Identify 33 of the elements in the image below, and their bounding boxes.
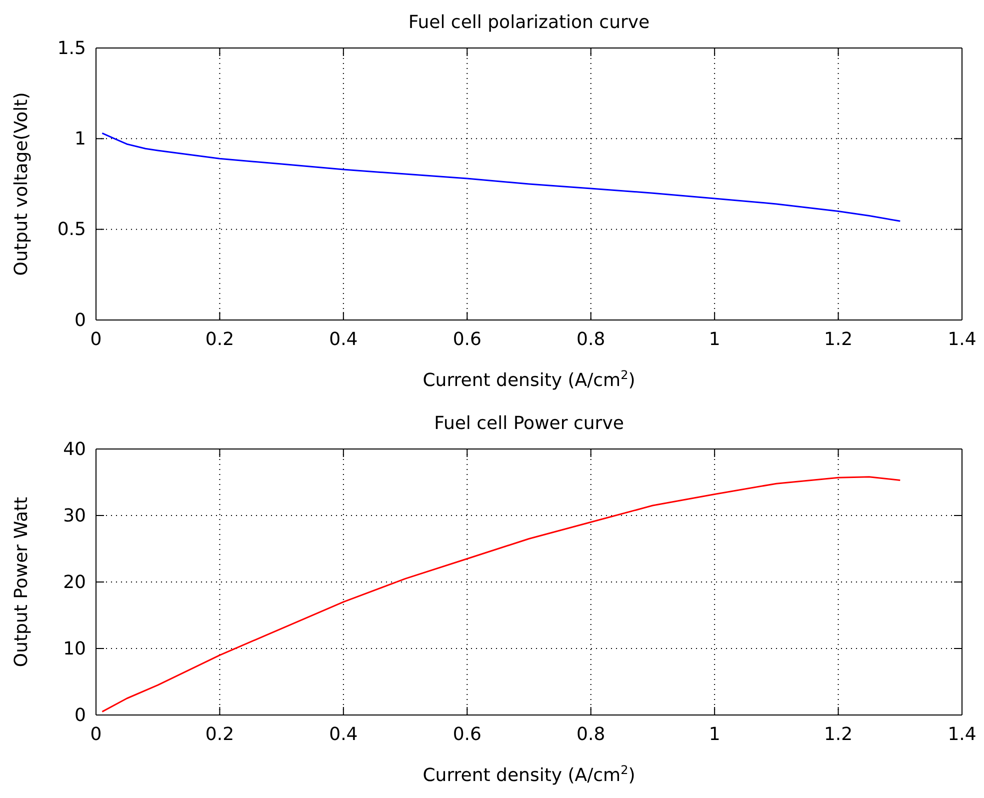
x-tick-label: 0.4	[329, 328, 358, 350]
x-tick-label: 1.2	[824, 328, 853, 350]
chart-title: Fuel cell polarization curve	[408, 12, 650, 33]
y-axis-title: Output Power Watt	[11, 496, 32, 668]
y-tick-label: 0	[74, 704, 86, 726]
y-tick-label: 0	[74, 310, 86, 331]
x-tick-label: 1.4	[948, 328, 976, 350]
y-tick-label: 0.5	[57, 219, 86, 240]
chart-title: Fuel cell Power curve	[434, 413, 624, 434]
x-tick-label: 0.8	[576, 328, 606, 350]
y-tick-label: 40	[63, 438, 86, 460]
x-axis-title: Current density (A/cm$^{2}$)	[422, 368, 636, 391]
x-tick-label: 0.8	[576, 724, 606, 745]
x-tick-label: 1	[708, 328, 720, 350]
x-tick-label: 0.6	[452, 328, 482, 350]
x-axis-title: Current density (A/cm$^{2}$)	[422, 763, 636, 786]
x-tick-label: 0	[90, 328, 102, 350]
line-series	[101, 476, 901, 712]
y-tick-label: 20	[63, 572, 86, 593]
x-tick-label: 0.2	[205, 328, 234, 350]
y-tick-label: 1.5	[57, 38, 86, 59]
y-axis-title: Output voltage(Volt)	[11, 92, 32, 276]
x-tick-label: 0	[90, 724, 102, 745]
x-tick-label: 0.2	[205, 724, 234, 745]
x-tick-label: 0.6	[452, 724, 482, 745]
y-tick-label: 1	[74, 128, 86, 150]
x-tick-label: 0.4	[329, 724, 358, 745]
y-tick-label: 30	[63, 505, 86, 526]
x-tick-label: 1.2	[824, 724, 853, 745]
line-series	[101, 132, 901, 222]
y-tick-label: 10	[63, 638, 86, 660]
x-tick-label: 1.4	[948, 724, 976, 745]
x-tick-label: 1	[708, 724, 720, 745]
